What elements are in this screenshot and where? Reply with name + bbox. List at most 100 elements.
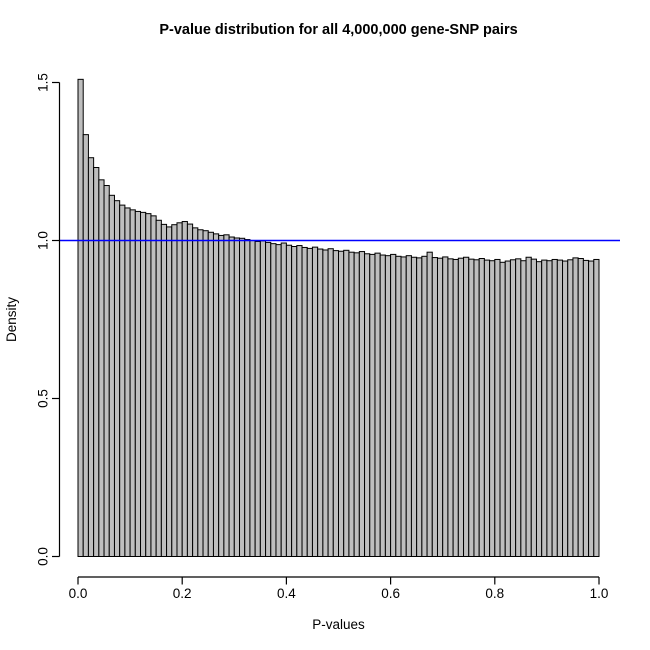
histogram-bar [348,251,355,557]
y-axis-tick-label: 0.0 [36,547,51,566]
histogram-bar [233,237,241,557]
histogram-bar [77,78,84,557]
histogram-bar [520,260,527,557]
histogram-bar [478,258,485,557]
histogram-bar [416,257,423,557]
histogram-bar [166,226,173,557]
histogram-bar [275,244,282,558]
histogram-bar [145,213,152,557]
x-axis-tick-label: 1.0 [590,586,609,601]
histogram-bar [332,250,340,558]
histogram-bar [124,207,131,557]
histogram-bar [239,237,246,557]
histogram-bar [395,255,402,557]
histogram-bar [181,221,188,557]
histogram-bar [259,240,267,557]
histogram-bar [296,245,303,557]
x-axis-tick-label: 0.4 [277,586,296,601]
histogram-bar [150,215,157,557]
histogram-bar [546,260,553,557]
histogram-bar [265,241,272,557]
histogram-bar [572,257,579,557]
x-axis-tick-label: 0.0 [69,586,88,601]
histogram-bar [452,258,459,557]
histogram-bar [515,258,522,557]
histogram-bar [353,252,360,557]
histogram-bar [223,234,230,557]
histogram-bar [426,251,433,557]
x-axis-tick-label: 0.2 [173,586,192,601]
histogram-bar [160,223,168,557]
histogram-bar [463,256,470,557]
histogram-bar [567,259,574,557]
histogram-bar [504,260,511,557]
histogram-bar [588,260,595,557]
histogram-bar [593,258,600,557]
histogram-bar [499,261,506,557]
histogram-bar [457,257,465,557]
histogram-bar [285,244,293,558]
histogram-bar [207,231,214,557]
histogram-bar [113,200,121,557]
histogram-bar [218,234,225,557]
histogram-bar [577,258,584,557]
histogram-bar [327,248,334,557]
histogram-bar [108,194,115,557]
histogram-bar [171,224,178,557]
histogram-bar [301,246,308,557]
x-axis-tick-label: 0.8 [485,586,504,601]
histogram-bar [556,259,564,557]
y-axis-tick-label: 1.5 [36,73,51,92]
histogram-bar [119,204,126,558]
histogram-bar [176,222,183,558]
histogram-bar [509,259,517,557]
x-axis-tick-label: 0.6 [381,586,400,601]
histogram-bar [525,256,532,557]
histogram-bar [468,258,475,557]
histogram-bar [82,134,89,557]
histogram-bar [551,258,558,557]
histogram-bar [541,259,548,557]
histogram-bar [317,248,324,557]
histogram-bar [244,239,251,558]
x-axis-label: P-values [312,617,365,632]
histogram-bar [212,233,220,558]
histogram-bar [374,252,381,557]
y-axis-tick-label: 0.5 [36,389,51,408]
histogram-bar [228,236,235,558]
histogram-bar [489,260,496,557]
histogram-bar [197,229,204,557]
histogram-bar [270,243,277,557]
histogram-bar [582,259,590,557]
histogram-bar [379,254,386,557]
histogram-bar [93,167,100,557]
histogram-bar [364,253,371,558]
histogram-bar [254,240,261,557]
histogram-bar [202,230,209,557]
histogram-bar [291,246,298,557]
histogram-bar [369,253,376,557]
histogram-bar [400,256,407,557]
histogram-bar [447,258,454,557]
histogram-bar [338,250,345,558]
histogram-bar [431,257,438,557]
histogram-bar [535,261,543,557]
histogram-bar [311,246,319,557]
histogram-bar [192,227,199,558]
histogram-bar [358,251,366,557]
histogram-bar [343,249,350,558]
chart-title: P-value distribution for all 4,000,000 g… [159,22,517,38]
histogram-bar [421,255,428,557]
histogram-bar [442,256,449,557]
histogram-bar [562,260,569,557]
histogram-bar [140,211,147,557]
histogram-bar [530,258,537,557]
histogram-bar [390,253,397,557]
histogram-bar [483,259,491,557]
histogram-bar [410,256,418,557]
histogram-bar [98,179,105,558]
histogram-bar [129,209,136,557]
histogram-bar [494,258,501,557]
